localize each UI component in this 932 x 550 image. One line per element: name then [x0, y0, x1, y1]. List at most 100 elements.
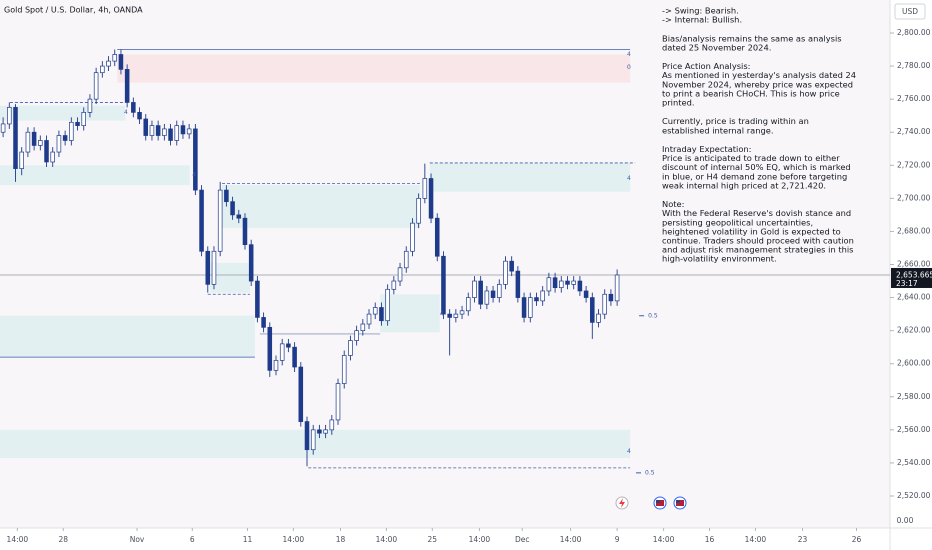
candle-body	[186, 128, 192, 135]
candle-body	[317, 429, 322, 434]
candle-body	[341, 355, 347, 384]
candle-body	[360, 323, 366, 331]
zone	[0, 165, 190, 186]
candle-body	[168, 128, 173, 141]
annotation: 0.5	[648, 312, 658, 319]
note-line: Intraday Expectation:	[662, 144, 751, 154]
annotation: 4	[627, 51, 631, 58]
candle-body	[391, 280, 397, 290]
candle-body	[199, 189, 204, 252]
note-line: established internal range.	[662, 125, 773, 135]
y-tick-label: 2,540.00	[897, 458, 931, 467]
zone	[210, 262, 250, 293]
note-line: high-volatility environment.	[662, 254, 777, 264]
candle-body	[112, 54, 118, 62]
candle-body	[217, 189, 223, 252]
x-tick-label: 18	[336, 535, 346, 544]
last-price-badge	[891, 267, 932, 288]
x-tick-label: Nov	[130, 535, 145, 544]
event-icons	[615, 496, 687, 510]
candle-body	[596, 313, 601, 323]
annotation: 4	[192, 172, 196, 179]
candle-body	[205, 250, 211, 285]
candle-body	[7, 107, 12, 125]
candle-body	[565, 280, 570, 285]
note-line: discount of internal 50% EQ, which is ma…	[662, 162, 851, 172]
candle-body	[137, 112, 142, 120]
candle-body	[490, 290, 496, 298]
candle-body	[540, 290, 545, 302]
candle-body	[87, 98, 93, 113]
candle-body	[149, 125, 155, 136]
candle-body	[38, 140, 43, 146]
note-line: -> Internal: Bullish.	[662, 15, 742, 25]
currency-button[interactable]	[894, 3, 926, 20]
candle-body	[81, 112, 87, 126]
annotation: 4	[627, 175, 631, 182]
candle-body	[211, 250, 217, 285]
candle-body	[521, 297, 527, 318]
candle-body	[261, 317, 266, 328]
candle-body	[614, 274, 620, 302]
annotation: 4	[627, 448, 631, 455]
note-line: persisting geopolitical uncertainties,	[662, 217, 813, 227]
candle-body	[496, 283, 502, 298]
note-line: Note:	[662, 199, 684, 209]
zone	[0, 315, 255, 358]
x-tick-label: 14:00	[653, 535, 675, 544]
candle-body	[484, 290, 490, 305]
x-tick-label: 23	[798, 535, 808, 544]
currency-label[interactable]: USD	[902, 7, 918, 16]
note-line: in blue, or H4 demand zone before target…	[662, 171, 847, 181]
candle-body	[515, 270, 521, 298]
y-tick-label: 2,720.00	[897, 160, 931, 169]
zone	[222, 185, 420, 229]
y-tick-label: 2,800.00	[897, 28, 931, 37]
candle-body	[31, 131, 37, 146]
x-tick-label: 16	[705, 535, 715, 544]
x-tick-label: 14:00	[283, 535, 305, 544]
candle-body	[410, 222, 415, 252]
candle-body	[416, 198, 421, 224]
candle-body	[602, 293, 607, 315]
candle-body	[379, 307, 384, 322]
candle-body	[50, 151, 55, 163]
candle-body	[447, 313, 452, 318]
candle-body	[385, 288, 390, 322]
zone	[429, 162, 631, 192]
note-line: dated 25 November 2024.	[662, 42, 771, 52]
candle-body	[255, 280, 260, 318]
candle-body	[106, 60, 111, 67]
candle-body	[56, 135, 62, 153]
candle-body	[131, 102, 136, 113]
candle-body	[441, 255, 446, 315]
candle-body	[155, 125, 161, 136]
candle-body	[143, 118, 149, 136]
x-tick-label: 14:00	[7, 535, 29, 544]
candle-body	[354, 330, 359, 341]
countdown-label: 23:17	[896, 279, 918, 288]
candle-body	[366, 313, 372, 325]
candle-body	[577, 280, 583, 292]
x-tick-label: 14:00	[376, 535, 398, 544]
note-line: weak internal high priced at 2,721.420.	[662, 180, 826, 190]
candle-body	[323, 429, 328, 434]
candle-body	[552, 277, 558, 289]
x-tick-label: 14:00	[745, 535, 767, 544]
y-tick-label: 2,580.00	[897, 392, 931, 401]
zone	[380, 294, 440, 333]
candle-body	[546, 277, 552, 292]
x-tick-label: 28	[58, 535, 68, 544]
y-tick-label: 2,560.00	[897, 425, 931, 434]
x-tick-label: 14:00	[469, 535, 491, 544]
candle-body	[472, 280, 477, 298]
y-tick-label: 2,600.00	[897, 359, 931, 368]
candle-body	[224, 189, 229, 203]
candle-body	[335, 383, 341, 421]
candle-body	[571, 280, 576, 285]
y-tick-label: 2,640.00	[897, 293, 931, 302]
candle-body	[434, 217, 440, 257]
annotation: 4	[124, 109, 128, 116]
candle-body	[428, 178, 434, 219]
